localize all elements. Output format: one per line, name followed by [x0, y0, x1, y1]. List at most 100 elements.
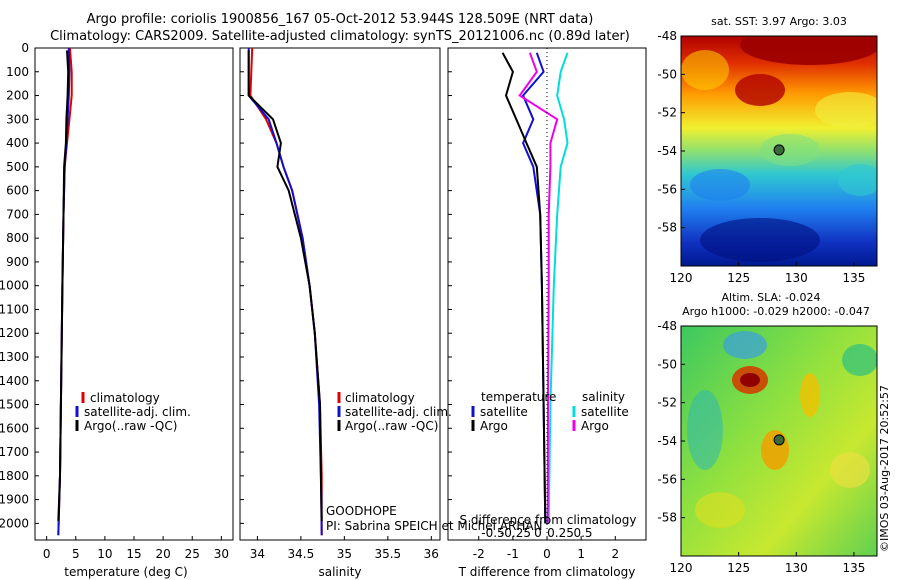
legend-argo-label: Argo(..raw -QC): [84, 419, 177, 433]
pi-label: PI: Sabrina SPEICH et Michel ARHAN: [326, 519, 543, 533]
series-line-difference-3: [518, 52, 559, 524]
legend-satellite-label: satellite-adj. clim.: [345, 405, 452, 419]
depth-tick-label: 500: [6, 160, 29, 174]
map-lat-label: -54: [657, 434, 677, 448]
depth-axis: 0 100 200 300 400 500 600 700 800 900 1000 1100 1200…: [0, 41, 452, 530]
map-lon-label: 130: [785, 271, 808, 285]
series-line-difference-2: [547, 52, 569, 524]
depth-tick-label: 1900: [0, 493, 29, 507]
map-lat-label: -52: [657, 396, 677, 410]
salinity-plot-frame: [239, 47, 441, 541]
program-label: GOODHOPE: [326, 504, 397, 518]
depth-tick-label: 1700: [0, 445, 29, 459]
map-lon-label: 120: [670, 271, 693, 285]
x-tick-label: 36: [424, 547, 439, 561]
difference-legend: temperature salinity satellite Argo sate…: [471, 390, 629, 433]
salinity-x-label: salinity: [318, 565, 361, 579]
depth-tick-label: 200: [6, 89, 29, 103]
series-line-difference-1: [501, 52, 547, 524]
sst-map-title: sat. SST: 3.97 Argo: 3.03: [711, 15, 847, 28]
depth-tick-label: 0: [21, 41, 29, 55]
x-tick-label: 25: [185, 547, 200, 561]
series-line-salinity-2: [247, 50, 323, 522]
depth-tick-label: 400: [6, 136, 29, 150]
map-lat-label: -48: [657, 29, 677, 43]
x-tick-label: 35.5: [374, 547, 401, 561]
imos-credit: ©IMOS 03-Aug-2017 20:52:57: [878, 385, 891, 552]
sst-map-axes: 120 125 130 135 -48 -50 -52 -54 -56 -58: [657, 29, 865, 285]
sla-map-subtitle: Argo h1000: -0.029 h2000: -0.047: [682, 305, 870, 318]
map-lon-label: 120: [670, 561, 693, 575]
x-tick-label: 5: [72, 547, 80, 561]
x-tick-label: 1: [577, 547, 585, 561]
temperature-plot-frame: [34, 47, 234, 541]
depth-tick-label: 700: [6, 207, 29, 221]
sla-map-axes: 120 125 130 135 -48 -50 -52 -54 -56 -58: [657, 319, 865, 575]
map-lat-label: -50: [657, 67, 677, 81]
map-lon-label: 135: [842, 561, 865, 575]
top-tick-label: -0.25: [500, 526, 531, 540]
x-tick-label: 34.5: [288, 547, 315, 561]
x-tick-label: -1: [507, 547, 519, 561]
depth-tick-label: 100: [6, 65, 29, 79]
legend-climatology-label: climatology: [90, 391, 160, 405]
legend-s-argo-label: Argo: [581, 419, 609, 433]
depth-tick-label: 800: [6, 231, 29, 245]
map-lat-label: -56: [657, 182, 677, 196]
x-tick-label: 10: [97, 547, 112, 561]
depth-tick-label: 300: [6, 112, 29, 126]
x-tick-label: -2: [473, 547, 485, 561]
x-tick-label: 2: [611, 547, 619, 561]
x-tick-label: 34: [250, 547, 265, 561]
top-tick-label: 0.25: [547, 526, 574, 540]
figure-title-line1: Argo profile: coriolis 1900856_167 05-Oc…: [86, 12, 594, 27]
map-lat-label: -50: [657, 357, 677, 371]
map-lon-label: 125: [727, 271, 750, 285]
depth-tick-label: 2000: [0, 516, 29, 530]
legend-t-argo-label: Argo: [480, 419, 508, 433]
salinity-legend: climatology satellite-adj. clim. Argo(..…: [337, 391, 452, 433]
difference-x-axis: -2 -1 0 1 2-0.5-0.25 0 0.25 0.5: [473, 526, 619, 561]
legend-salinity-header: salinity: [582, 390, 625, 404]
depth-tick-label: 1800: [0, 469, 29, 483]
sla-map-title: Altim. SLA: -0.024: [721, 291, 820, 304]
depth-tick-label: 1400: [0, 374, 29, 388]
depth-tick-label: 1600: [0, 421, 29, 435]
depth-tick-label: 900: [6, 255, 29, 269]
top-tick-label: 0.5: [573, 526, 592, 540]
map-lon-label: 130: [785, 561, 808, 575]
legend-argo-label: Argo(..raw -QC): [345, 419, 438, 433]
series-line-temperature-2: [57, 50, 70, 522]
top-tick-label: 0: [534, 526, 542, 540]
map-lon-label: 125: [727, 561, 750, 575]
argo-location-marker: [773, 434, 785, 446]
temperature-x-axis: 0 5 10 15 20 25 30: [43, 536, 229, 561]
depth-tick-label: 1500: [0, 398, 29, 412]
map-lat-label: -48: [657, 319, 677, 333]
depth-tick-label: 1100: [0, 302, 29, 316]
x-tick-label: 20: [155, 547, 170, 561]
x-tick-label: 30: [214, 547, 229, 561]
difference-series: [501, 52, 569, 524]
map-lat-label: -54: [657, 144, 677, 158]
temperature-series: [57, 48, 73, 536]
map-lat-label: -58: [657, 511, 677, 525]
legend-temperature-header: temperature: [481, 390, 556, 404]
map-lat-label: -52: [657, 106, 677, 120]
legend-s-satellite-label: satellite: [581, 405, 629, 419]
salinity-series: [247, 48, 323, 536]
top-tick-label: -0.5: [481, 526, 504, 540]
depth-tick-label: 1000: [0, 279, 29, 293]
temperature-x-label: temperature (deg C): [64, 565, 187, 579]
map-lon-label: 135: [842, 271, 865, 285]
figure-title-line2: Climatology: CARS2009. Satellite-adjuste…: [50, 29, 630, 44]
x-tick-label: 0: [543, 547, 551, 561]
salinity-x-axis: 34 34.5 35 35.5 36: [250, 536, 439, 561]
t-difference-x-label: T difference from climatology: [458, 565, 636, 579]
x-tick-label: 0: [43, 547, 51, 561]
legend-satellite-label: satellite-adj. clim.: [84, 405, 191, 419]
legend-t-satellite-label: satellite: [480, 405, 528, 419]
x-tick-label: 15: [126, 547, 141, 561]
depth-tick-label: 600: [6, 184, 29, 198]
